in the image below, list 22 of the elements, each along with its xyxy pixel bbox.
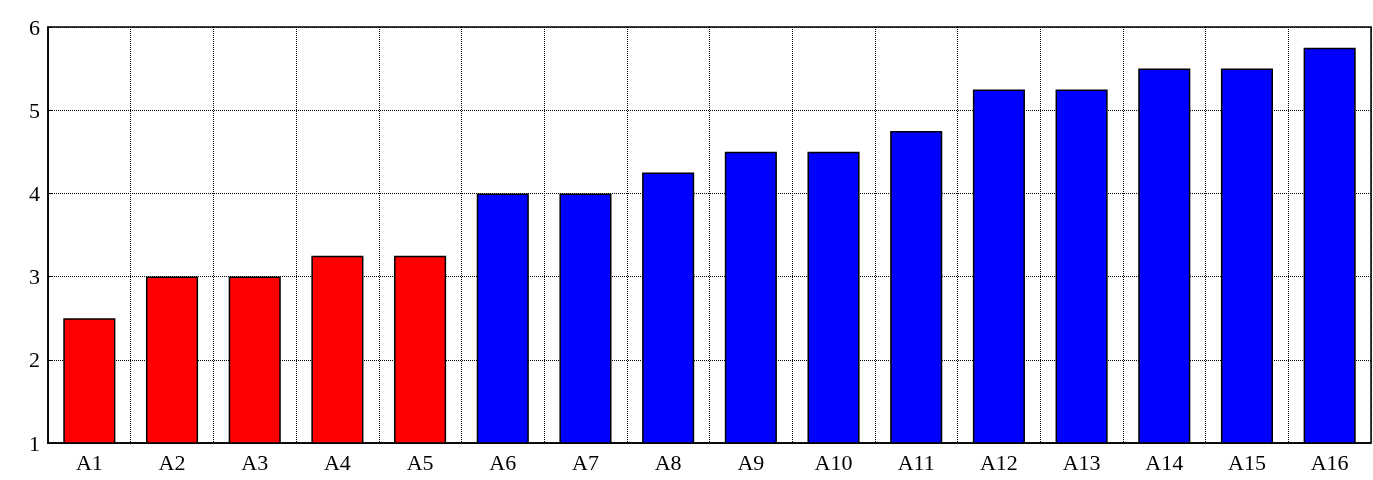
- x-tick-label: A7: [572, 449, 599, 475]
- y-tick-label: 2: [29, 347, 40, 373]
- x-tick-label: A10: [814, 449, 853, 475]
- y-tick-label: 6: [29, 14, 40, 40]
- x-tick-label: A6: [489, 449, 517, 475]
- x-tick-label: A5: [406, 449, 434, 475]
- x-tick-label: A4: [323, 449, 351, 475]
- x-tick-label: A8: [654, 449, 682, 475]
- x-tick-label: A12: [979, 449, 1018, 475]
- x-tick-label: A9: [737, 449, 765, 475]
- x-tick-label: A3: [241, 449, 269, 475]
- y-tick-label: 1: [29, 430, 40, 456]
- x-tick-label: A15: [1228, 449, 1266, 475]
- x-tick-label: A2: [158, 449, 186, 475]
- x-tick-label: A1: [75, 449, 103, 475]
- y-tick-label: 3: [29, 264, 40, 290]
- x-tick-label: A14: [1145, 449, 1184, 475]
- x-tick-label: A11: [897, 449, 935, 475]
- y-tick-label: 4: [29, 180, 40, 206]
- x-tick-label: A13: [1062, 449, 1101, 475]
- y-tick-label: 5: [29, 97, 40, 123]
- x-tick-label: A16: [1310, 449, 1349, 475]
